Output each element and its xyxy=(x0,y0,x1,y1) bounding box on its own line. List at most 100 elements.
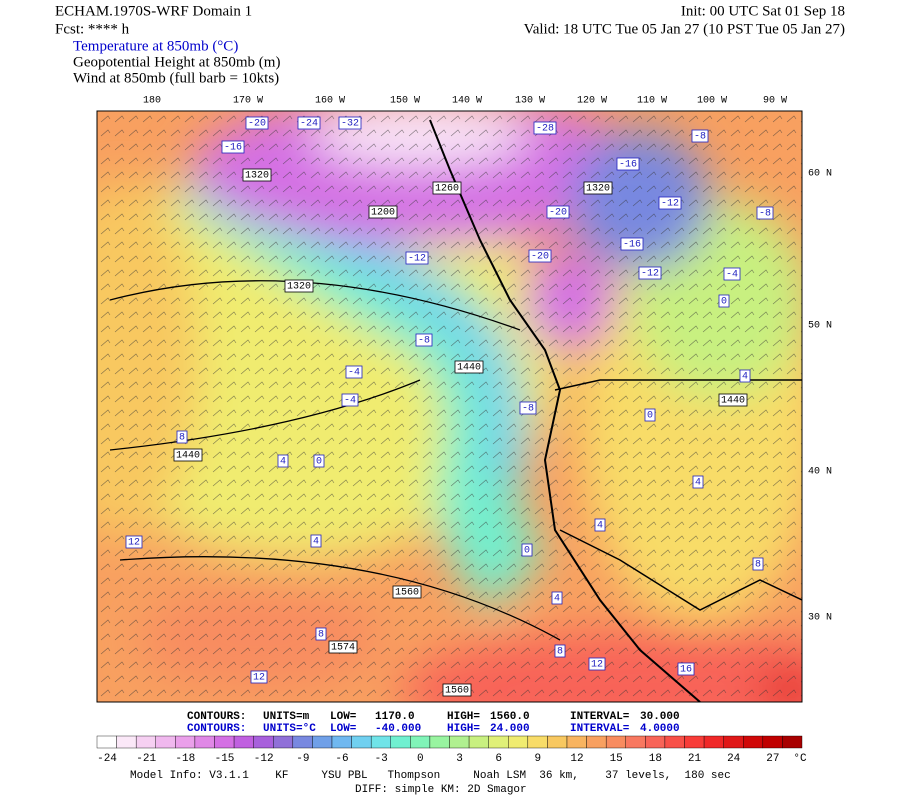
info-text: INTERVAL= xyxy=(570,711,630,723)
contour-label-box xyxy=(620,237,644,251)
contour-label-text: 4 xyxy=(554,594,560,605)
contour-label-box xyxy=(752,557,764,571)
info-text: -40.000 xyxy=(375,723,421,735)
contour-label: 1440 xyxy=(718,393,748,407)
contour-label-box xyxy=(328,640,358,654)
latitude-label: 60 N xyxy=(808,169,832,180)
contour-label: 4 xyxy=(594,518,606,532)
field-title: Wind at 850mb (full barb = 10kts) xyxy=(73,70,279,86)
contour-label-box xyxy=(521,543,533,557)
contour-label-box xyxy=(368,205,398,219)
contour-label-text: 0 xyxy=(316,457,322,468)
colorbar-label: 0 xyxy=(417,753,424,765)
header-right: Init: 00 UTC Sat 01 Sep 18 xyxy=(681,3,845,19)
contour-label: 1320 xyxy=(242,168,272,182)
colorbar-box xyxy=(645,735,666,749)
contour-label-box xyxy=(310,534,322,548)
contour-label: 0 xyxy=(521,543,533,557)
contour-label-box xyxy=(432,181,462,195)
colorbar-box xyxy=(331,735,352,749)
contour-label-text: -24 xyxy=(300,119,318,130)
info-text: 4.0000 xyxy=(640,723,680,735)
info-text: CONTOURS: xyxy=(187,723,246,735)
contour-label-text: 1440 xyxy=(721,396,745,407)
contour-label-text: 8 xyxy=(179,433,185,444)
contour-label: -12 xyxy=(405,251,429,265)
colorbar-box xyxy=(782,735,803,749)
contour-label: 8 xyxy=(315,627,327,641)
footer-text: DIFF: simple KM: 2D Smagor xyxy=(355,784,527,796)
longitude-label: 170 W xyxy=(233,96,263,107)
colorbar-box xyxy=(410,735,431,749)
contour-label: -28 xyxy=(533,121,557,135)
colorbar-label: -24 xyxy=(97,753,117,765)
contour-label-text: -16 xyxy=(623,240,641,251)
contour-label: 4 xyxy=(551,591,563,605)
latitude-label: 50 N xyxy=(808,321,832,332)
temperature-field xyxy=(97,111,802,702)
colorbar-box xyxy=(429,735,450,749)
colorbar-box xyxy=(312,735,333,749)
colorbar-label: 12 xyxy=(570,753,583,765)
colorbar-box xyxy=(214,735,235,749)
contour-label-box xyxy=(551,591,563,605)
contour-label: -20 xyxy=(528,249,552,263)
contour-label-box xyxy=(345,365,363,379)
contour-label: -8 xyxy=(415,333,433,347)
info-text: 30.000 xyxy=(640,711,680,723)
contour-label: 1320 xyxy=(284,279,314,293)
contour-label-text: -20 xyxy=(531,252,549,263)
longitude-label: 140 W xyxy=(452,96,482,107)
contour-label: -8 xyxy=(519,401,537,415)
contour-label-box xyxy=(756,206,774,220)
info-text: 1560.0 xyxy=(490,711,530,723)
contour-label-text: 0 xyxy=(647,411,653,422)
contour-label-box xyxy=(723,267,741,281)
contour-label-box xyxy=(315,627,327,641)
contour-label-box xyxy=(284,279,314,293)
contour-label: 1574 xyxy=(328,640,358,654)
contour-label-text: 4 xyxy=(280,457,286,468)
contour-label-text: -12 xyxy=(408,254,426,265)
contour-label: 1560 xyxy=(392,585,422,599)
info-text: 24.000 xyxy=(490,723,530,735)
field-title: Temperature at 850mb (°C) xyxy=(73,38,238,54)
info-text: CONTOURS: xyxy=(187,711,246,723)
info-text: UNITS=m xyxy=(263,711,310,723)
info-text: HIGH= xyxy=(447,723,480,735)
contour-label-text: -32 xyxy=(341,119,359,130)
contour-label-text: 4 xyxy=(313,537,319,548)
contour-label-box xyxy=(638,266,662,280)
info-text: LOW= xyxy=(330,723,357,735)
contour-label-box xyxy=(533,121,557,135)
contour-label: 1440 xyxy=(173,448,203,462)
colorbar-box xyxy=(743,735,764,749)
info-text: INTERVAL= xyxy=(570,723,630,735)
colorbar-label: 18 xyxy=(649,753,662,765)
contour-label-box xyxy=(692,475,704,489)
contour-label-text: -4 xyxy=(726,270,738,281)
contour-label-box xyxy=(519,401,537,415)
contour-label-box xyxy=(221,140,245,154)
contour-label-text: -4 xyxy=(348,368,360,379)
map-frame xyxy=(96,110,803,703)
colorbar-label: 3 xyxy=(456,753,463,765)
contour-label-box xyxy=(677,662,695,676)
contour-label-box xyxy=(454,360,484,374)
longitude-label: 150 W xyxy=(390,96,420,107)
contour-label: 8 xyxy=(176,430,188,444)
colorbar-box xyxy=(135,735,156,749)
contour-label-box xyxy=(546,205,570,219)
contour-label-box xyxy=(245,116,269,130)
contour-label-text: 1560 xyxy=(445,686,469,697)
colorbar-box xyxy=(664,735,685,749)
colorbar-box xyxy=(390,735,411,749)
contour-label-box xyxy=(594,518,606,532)
colorbar-label: -3 xyxy=(375,753,388,765)
contour-label-text: 1440 xyxy=(176,451,200,462)
contour-label-text: 8 xyxy=(755,560,761,571)
contour-label: 12 xyxy=(250,670,268,684)
colorbar-box xyxy=(527,735,548,749)
